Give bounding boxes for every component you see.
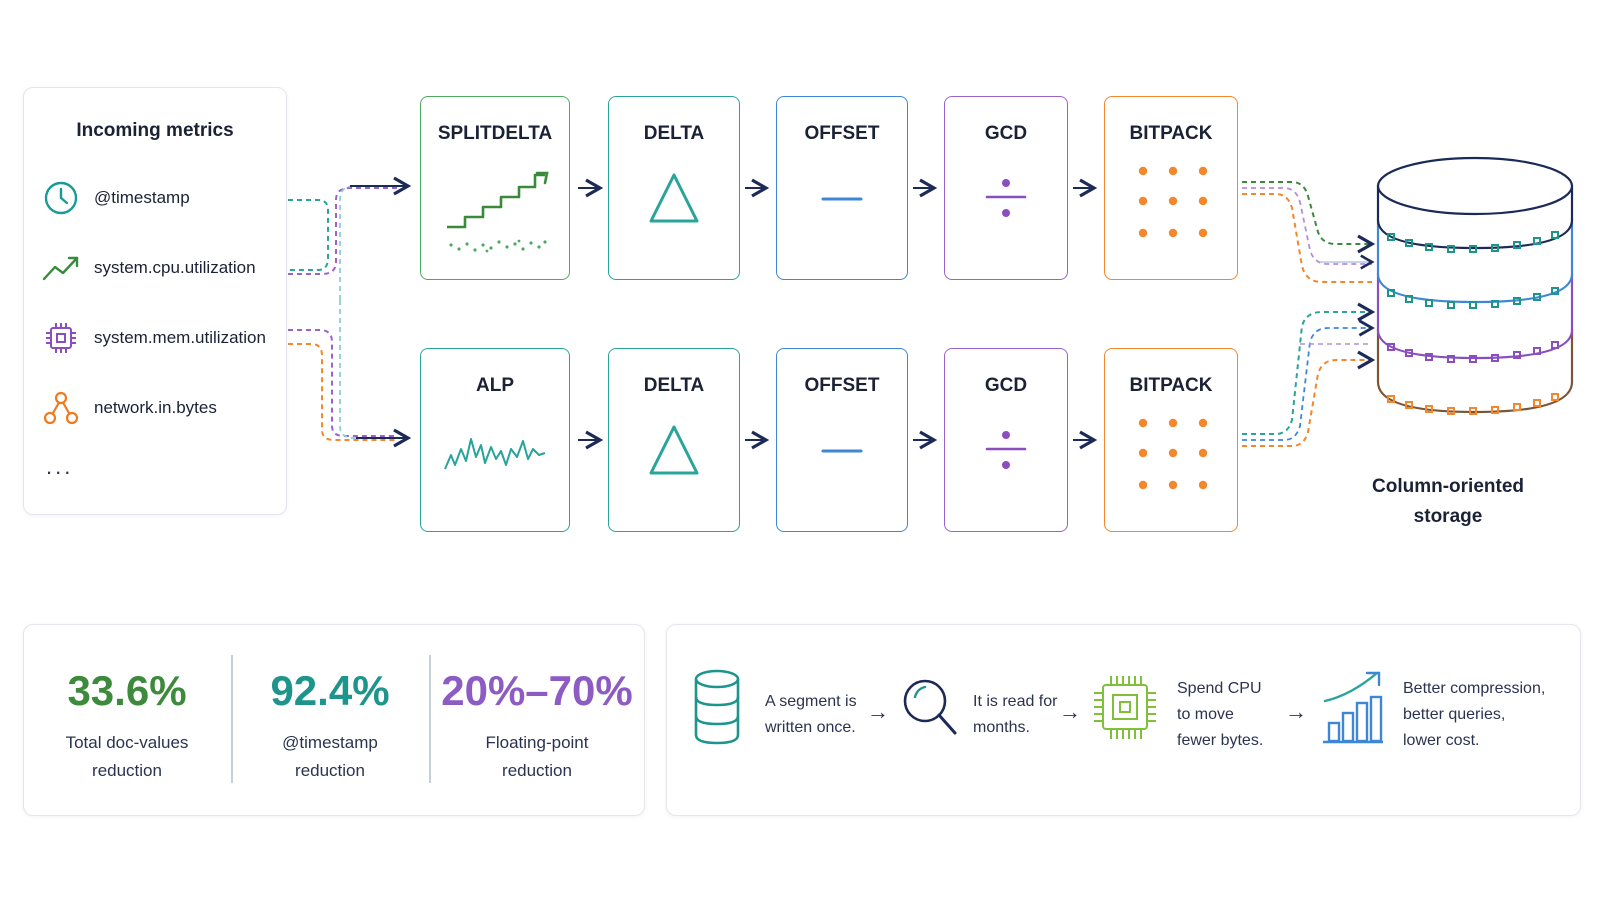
growth-chart-icon xyxy=(1323,671,1383,744)
story-line2: months. xyxy=(973,719,1030,736)
stage-title: DELTA xyxy=(643,123,705,144)
metric-label: system.mem.utilization xyxy=(94,328,266,347)
stat-total-doc-values: 33.6% Total doc-values reduction xyxy=(24,625,230,815)
arrow-icon: → xyxy=(1059,699,1081,724)
bit-grid-icon xyxy=(1138,418,1208,490)
stage-offset: OFFSET xyxy=(776,348,908,532)
story-line2: better queries, xyxy=(1403,706,1506,723)
stat-label-line1: Total doc-values xyxy=(65,733,189,752)
delta-triangle-icon xyxy=(649,425,699,475)
offset-line-icon xyxy=(821,449,863,453)
stat-label-line2: reduction xyxy=(502,761,572,780)
stat-label: Floating-point reduction xyxy=(430,729,644,785)
stat-divider xyxy=(231,655,233,783)
story-line2: to move xyxy=(1177,706,1234,723)
stage-title: OFFSET xyxy=(804,123,880,144)
reduction-stats-panel: 33.6% Total doc-values reduction 92.4% @… xyxy=(23,624,645,816)
database-icon xyxy=(1376,156,1574,415)
stage-title: GCD xyxy=(984,375,1028,396)
stage-title: DELTA xyxy=(643,375,705,396)
incoming-metrics-panel: Incoming metrics @timestamp system.cpu.u… xyxy=(23,87,287,515)
storage-label: Column-oriented storage xyxy=(1368,472,1528,532)
trend-up-icon xyxy=(42,249,80,287)
stage-title: GCD xyxy=(984,123,1028,144)
stat-label: Total doc-values reduction xyxy=(24,729,230,785)
stat-label-line1: @timestamp xyxy=(282,733,378,752)
metric-item-timestamp: @timestamp xyxy=(42,178,190,218)
stat-label-line2: reduction xyxy=(92,761,162,780)
step-chart-icon xyxy=(447,171,549,253)
story-line2: written once. xyxy=(765,719,856,736)
incoming-metrics-title: Incoming metrics xyxy=(76,120,234,141)
noisy-signal-icon xyxy=(444,438,546,470)
stat-label-line1: Floating-point xyxy=(485,733,589,752)
stage-title: ALP xyxy=(476,375,514,396)
database-icon xyxy=(694,669,740,745)
stage-alp: ALP xyxy=(420,348,570,532)
story-text: It is read for months. xyxy=(973,689,1057,741)
arrow-icon: → xyxy=(867,699,889,724)
metric-item-network: network.in.bytes xyxy=(42,388,217,428)
stage-gcd: GCD xyxy=(944,348,1068,532)
stat-label: @timestamp reduction xyxy=(232,729,428,785)
network-icon xyxy=(42,389,80,427)
stat-value: 92.4% xyxy=(270,667,390,714)
stage-title: SPLITDELTA xyxy=(437,123,553,144)
bit-grid-icon xyxy=(1138,166,1208,238)
stat-timestamp: 92.4% @timestamp reduction xyxy=(232,625,428,815)
magnifier-icon xyxy=(903,679,957,735)
story-line1: A segment is xyxy=(765,693,857,710)
stage-bitpack: BITPACK xyxy=(1104,96,1238,280)
stat-floating-point: 20%–70% Floating-point reduction xyxy=(430,625,644,815)
stage-splitdelta: SPLITDELTA xyxy=(420,96,570,280)
stage-title: BITPACK xyxy=(1129,123,1213,144)
story-step-spend-cpu xyxy=(1091,673,1159,748)
stage-gcd: GCD xyxy=(944,96,1068,280)
story-text: A segment is written once. xyxy=(765,689,857,741)
stage-delta: DELTA xyxy=(608,348,740,532)
metric-item-cpu: system.cpu.utilization xyxy=(42,248,256,288)
more-metrics-ellipsis: ... xyxy=(46,454,74,479)
metric-item-mem: system.mem.utilization xyxy=(42,318,266,358)
story-step-outcome xyxy=(1321,667,1385,752)
divide-icon xyxy=(985,179,1027,217)
stat-label-line2: reduction xyxy=(295,761,365,780)
story-line1: Spend CPU xyxy=(1177,680,1262,697)
arrow-icon: → xyxy=(1285,699,1307,724)
stage-bitpack: BITPACK xyxy=(1104,348,1238,532)
divide-icon xyxy=(985,431,1027,469)
metric-label: @timestamp xyxy=(94,188,190,207)
story-line1: It is read for xyxy=(973,693,1058,710)
cpu-icon xyxy=(1094,676,1156,739)
story-step-write-once xyxy=(693,669,741,750)
stage-title: OFFSET xyxy=(804,375,880,396)
clock-icon xyxy=(42,179,80,217)
storage-label-line2: storage xyxy=(1413,506,1483,527)
offset-line-icon xyxy=(821,197,863,201)
chip-icon xyxy=(42,319,80,357)
rationale-story-panel: A segment is written once. → It is read … xyxy=(666,624,1581,816)
story-step-read-months xyxy=(901,677,959,746)
delta-triangle-icon xyxy=(649,173,699,223)
story-line3: fewer bytes. xyxy=(1177,732,1264,749)
metric-label: system.cpu.utilization xyxy=(94,258,256,277)
story-text: Better compression, better queries, lowe… xyxy=(1403,676,1545,754)
storage-label-line1: Column-oriented xyxy=(1372,476,1524,497)
stage-delta: DELTA xyxy=(608,96,740,280)
stat-value: 20%–70% xyxy=(441,667,633,714)
story-line3: lower cost. xyxy=(1403,732,1480,749)
stage-offset: OFFSET xyxy=(776,96,908,280)
stage-title: BITPACK xyxy=(1129,375,1213,396)
stat-value: 33.6% xyxy=(67,667,187,714)
story-text: Spend CPU to move fewer bytes. xyxy=(1177,676,1263,754)
story-line1: Better compression, xyxy=(1403,680,1546,697)
stat-divider xyxy=(429,655,431,783)
metric-label: network.in.bytes xyxy=(94,398,217,417)
